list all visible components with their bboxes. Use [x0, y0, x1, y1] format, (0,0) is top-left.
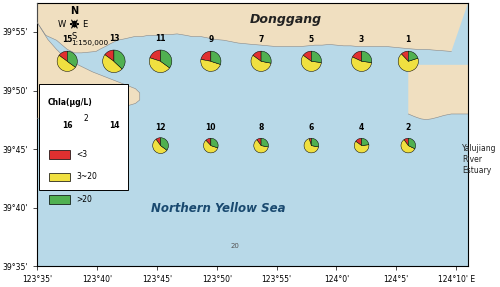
Text: 3: 3 — [359, 35, 364, 44]
Text: 20: 20 — [230, 243, 239, 249]
Text: 9: 9 — [208, 35, 214, 44]
Text: 16: 16 — [62, 121, 72, 130]
Text: N: N — [70, 6, 78, 15]
Text: 10: 10 — [206, 123, 216, 132]
Text: Yalujiang
River
Estuary: Yalujiang River Estuary — [462, 144, 496, 175]
Text: E: E — [82, 20, 87, 29]
Text: 5: 5 — [309, 35, 314, 44]
Text: 4: 4 — [359, 123, 364, 132]
Text: Donggang: Donggang — [250, 13, 322, 26]
FancyBboxPatch shape — [40, 84, 128, 190]
Polygon shape — [38, 3, 140, 118]
FancyBboxPatch shape — [49, 173, 70, 181]
Text: >20: >20 — [76, 195, 92, 203]
FancyBboxPatch shape — [49, 195, 70, 204]
Text: 14: 14 — [108, 121, 119, 130]
Text: W: W — [58, 20, 66, 29]
Polygon shape — [408, 65, 468, 120]
Text: S: S — [72, 32, 77, 42]
Text: 7: 7 — [258, 35, 264, 44]
Polygon shape — [38, 3, 468, 53]
Text: 1:150,000: 1:150,000 — [71, 40, 108, 46]
Text: Northern Yellow Sea: Northern Yellow Sea — [151, 202, 286, 215]
Text: <3: <3 — [76, 150, 87, 159]
Text: 2: 2 — [406, 123, 411, 132]
Text: 15: 15 — [62, 35, 72, 44]
Text: 1: 1 — [406, 35, 411, 44]
Text: 11: 11 — [156, 34, 166, 43]
Text: Chla(μg/L): Chla(μg/L) — [48, 98, 93, 106]
Text: 13: 13 — [108, 34, 119, 43]
Text: 6: 6 — [308, 123, 314, 132]
Text: 8: 8 — [258, 123, 264, 132]
Text: 2: 2 — [84, 114, 88, 123]
Text: 12: 12 — [156, 123, 166, 131]
Text: 3~20: 3~20 — [76, 172, 97, 181]
FancyBboxPatch shape — [49, 150, 70, 159]
